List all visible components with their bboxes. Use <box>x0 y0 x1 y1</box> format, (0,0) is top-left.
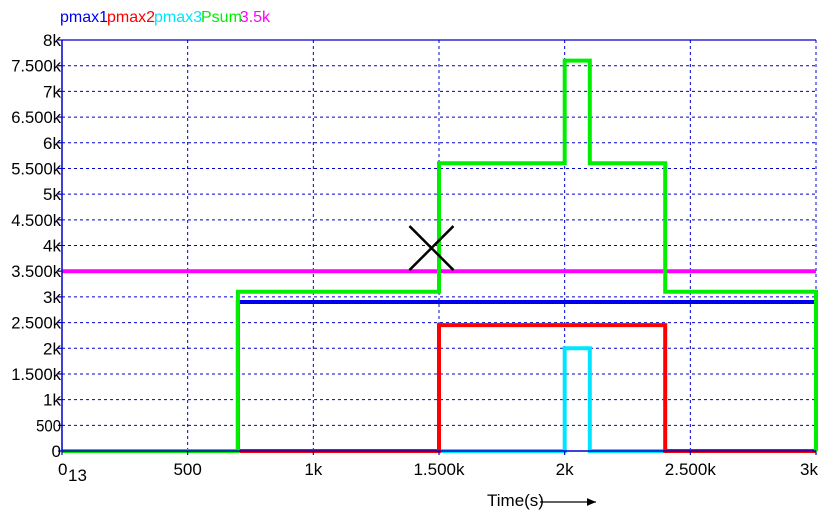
y-tick-label: 1k <box>43 391 61 410</box>
legend-entry-pmax3: pmax3 <box>154 9 202 26</box>
x-tick-label: 0 <box>58 460 67 479</box>
x-tick-label: 1.500k <box>413 460 465 479</box>
y-tick-label: 7.500k <box>11 57 61 76</box>
y-tick-label: 0 <box>52 442 61 461</box>
chart-annotations: 13 <box>68 225 455 485</box>
legend-entry-pmax2: pmax2 <box>107 9 155 26</box>
y-tick-label: 4.500k <box>11 211 61 230</box>
y-tick-label: 5k <box>43 185 61 204</box>
series-line-pmax2 <box>62 323 816 453</box>
legend-entry-pmax1: pmax1 <box>60 9 108 26</box>
x-tick-label: 2.500k <box>665 460 717 479</box>
annotation-text: 13 <box>68 466 87 485</box>
x-tick-label: 500 <box>173 460 201 479</box>
y-tick-label: 2k <box>43 339 61 358</box>
series-line-Psum <box>62 58 818 453</box>
x-tick-label: 3k <box>800 460 818 479</box>
y-tick-label: 500 <box>36 416 61 435</box>
y-tick-label: 6.500k <box>11 108 61 127</box>
chart-ticks: 0 500 1k 1.500k 2k 2.500k 3k 3.500k 4k 4.500k 5k 5.… <box>11 31 818 479</box>
x-tick-label: 1k <box>304 460 322 479</box>
y-tick-label: 7k <box>43 82 61 101</box>
y-tick-label: 3.500k <box>11 262 61 281</box>
y-tick-label: 6k <box>43 134 61 153</box>
cross-marker <box>408 225 455 271</box>
legend-entry-35k: 3.5k <box>240 9 271 26</box>
x-axis-label: Time(s) <box>487 491 544 510</box>
y-tick-label: 3k <box>43 288 61 307</box>
y-tick-label: 4k <box>43 237 61 256</box>
y-tick-label: 2.500k <box>11 314 61 333</box>
y-tick-label: 8k <box>43 31 61 50</box>
y-tick-label: 1.500k <box>11 365 61 384</box>
y-tick-label: 5.500k <box>11 159 61 178</box>
legend-entry-Psum: Psum <box>201 9 242 26</box>
x-tick-label: 2k <box>556 460 574 479</box>
